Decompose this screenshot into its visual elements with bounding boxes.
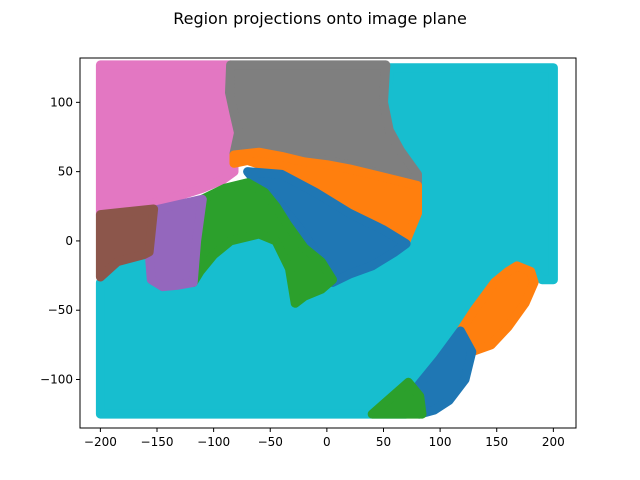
region-4 — [243, 167, 411, 287]
x-tick-label: 0 — [323, 435, 331, 449]
x-tick-label: −150 — [141, 435, 174, 449]
x-tick-label: −50 — [258, 435, 283, 449]
scatter-regions — [95, 60, 558, 419]
region-10 — [367, 377, 427, 419]
region-6 — [144, 194, 207, 292]
y-tick-label: 50 — [58, 165, 73, 179]
region-7 — [95, 204, 159, 282]
y-tick-label: −50 — [48, 303, 73, 317]
y-tick-label: 0 — [65, 234, 73, 248]
y-tick-label: 100 — [50, 95, 73, 109]
x-tick-label: −100 — [197, 435, 230, 449]
region-5 — [188, 178, 337, 308]
x-tick-label: −200 — [84, 435, 117, 449]
y-axis: −100 −50 0 50 100 — [40, 95, 80, 386]
chart-title: Region projections onto image plane — [173, 9, 467, 28]
x-tick-label: 150 — [485, 435, 508, 449]
x-tick-label: 100 — [429, 435, 452, 449]
region-8 — [456, 261, 539, 357]
region-9 — [403, 326, 477, 419]
x-tick-label: 50 — [376, 435, 391, 449]
plot-frame — [79, 57, 577, 429]
y-tick-label: −100 — [40, 372, 73, 386]
x-tick-label: 200 — [542, 435, 565, 449]
x-axis: −200 −150 −100 −50 0 50 100 150 200 — [84, 428, 565, 449]
